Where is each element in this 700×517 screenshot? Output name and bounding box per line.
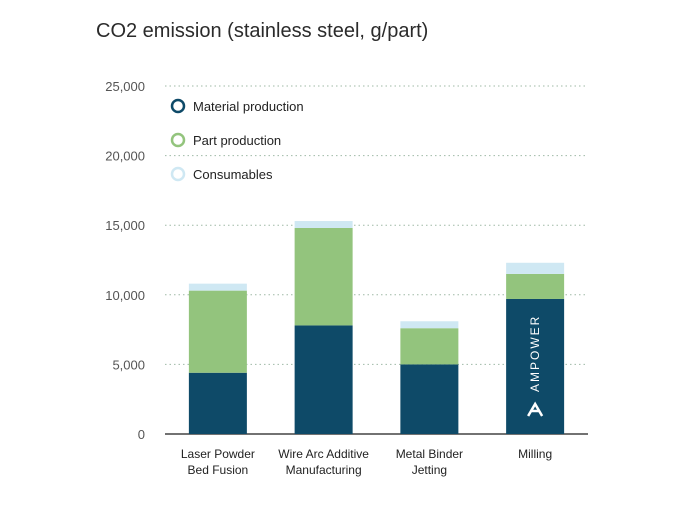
legend-label: Material production — [193, 99, 304, 114]
bar-segment — [400, 364, 459, 434]
x-tick-label: Metal Binder — [396, 447, 463, 461]
watermark-text: AMPOWER — [528, 315, 542, 392]
watermark-logo: AMPOWER — [527, 315, 544, 417]
legend-label: Part production — [193, 133, 281, 148]
bar-segment — [294, 227, 353, 326]
y-tick-label: 20,000 — [105, 149, 145, 164]
chart-title: CO2 emission (stainless steel, g/part) — [96, 20, 429, 42]
y-tick-label: 0 — [138, 427, 145, 442]
y-tick-label: 10,000 — [105, 288, 145, 303]
y-tick-label: 15,000 — [105, 218, 145, 233]
logo-icon — [527, 401, 544, 417]
legend-marker — [170, 166, 186, 182]
x-tick-label: Laser Powder — [181, 447, 255, 461]
bar-segment — [506, 262, 565, 274]
x-tick-label: Bed Fusion — [188, 463, 249, 477]
bar-segment — [294, 325, 353, 434]
bar-segment — [294, 221, 353, 228]
bar-segment — [506, 273, 565, 299]
legend-marker — [170, 132, 186, 148]
legend-label: Consumables — [193, 167, 273, 182]
bar-segment — [400, 328, 459, 365]
x-tick-label: Milling — [518, 447, 552, 461]
bar-segment — [188, 283, 247, 291]
x-tick-label: Wire Arc Additive — [278, 447, 369, 461]
legend-marker — [170, 98, 186, 114]
x-tick-label: Manufacturing — [286, 463, 362, 477]
bar-segment — [188, 372, 247, 434]
bar-segment — [400, 321, 459, 329]
y-tick-label: 5,000 — [112, 357, 145, 372]
bar-segment — [188, 290, 247, 373]
x-tick-label: Jetting — [412, 463, 447, 477]
y-tick-label: 25,000 — [105, 79, 145, 94]
